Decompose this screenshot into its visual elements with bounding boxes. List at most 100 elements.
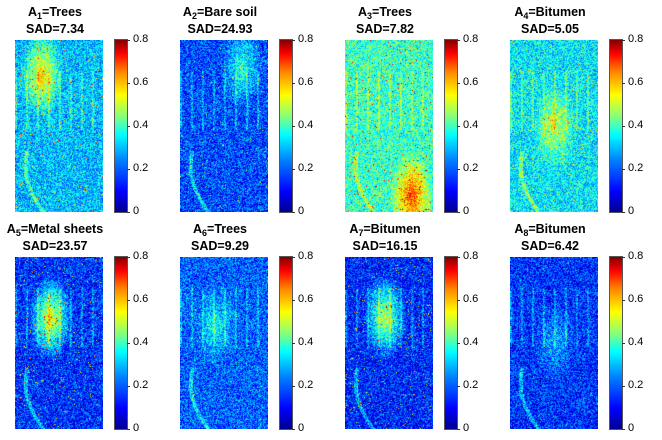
colorbar-tick-label: 0.6	[463, 293, 479, 305]
colorbar-tick-label: 0.8	[133, 250, 149, 262]
colorbar-tick-mark	[127, 40, 130, 41]
colorbar-tick-label: 0.8	[463, 250, 479, 262]
abundance-map	[510, 257, 598, 429]
abundance-map	[510, 40, 598, 212]
colorbar-tick-mark	[457, 40, 460, 41]
abundance-map	[180, 40, 268, 212]
sad-label: SAD=5.05	[520, 22, 580, 36]
colorbar-tick-label: 0.4	[298, 119, 314, 131]
colorbar-tick-mark	[622, 169, 625, 170]
colorbar-tick-label: 0	[133, 205, 140, 217]
colorbar-tick-label: 0.6	[298, 293, 314, 305]
endmember-index: 2	[191, 11, 197, 21]
colorbar-tick-mark	[292, 212, 295, 213]
endmember-prefix: A	[192, 222, 203, 236]
colorbar-tick-label: 0	[298, 422, 305, 434]
colorbar-tick-mark	[622, 257, 625, 258]
colorbar-tick-label: 0	[628, 422, 635, 434]
colorbar-tick-label: 0	[463, 205, 470, 217]
colorbar-tick-label: 0.8	[298, 33, 314, 45]
colorbar-tick-mark	[292, 169, 295, 170]
colorbar-tick-label: 0.4	[133, 336, 149, 348]
panel-8: A8=Bitumen SAD=6.42 0 0.2 0.4 0.6 0.8	[500, 222, 662, 440]
sad-label: SAD=6.42	[520, 239, 580, 253]
endmember-index: 6	[202, 228, 208, 238]
colorbar-tick-mark	[457, 169, 460, 170]
colorbar-tick-mark	[457, 300, 460, 301]
colorbar-tick-label: 0	[133, 422, 140, 434]
abundance-map	[180, 257, 268, 429]
colorbar-tick-mark	[457, 257, 460, 258]
colorbar-tick-label: 0.6	[628, 293, 644, 305]
colorbar-tick-mark	[622, 386, 625, 387]
endmember-prefix: A	[27, 5, 38, 19]
colorbar-tick-mark	[127, 300, 130, 301]
colorbar-tick-label: 0.6	[298, 76, 314, 88]
sad-label: SAD=7.82	[355, 22, 415, 36]
colorbar-tick-mark	[457, 126, 460, 127]
panel-2: A2=Bare soil SAD=24.93 0 0.2 0.4 0.6 0.8	[170, 5, 335, 223]
colorbar-tick-label: 0.2	[298, 379, 314, 391]
colorbar-tick-mark	[292, 429, 295, 430]
colorbar-tick-mark	[127, 212, 130, 213]
endmember-material: =Bitumen	[528, 222, 586, 236]
panel-title: A3=Trees	[335, 5, 435, 21]
endmember-index: 1	[37, 11, 43, 21]
colorbar-tick-mark	[457, 343, 460, 344]
colorbar-tick-mark	[457, 83, 460, 84]
colorbar-tick-mark	[622, 40, 625, 41]
colorbar	[444, 39, 458, 213]
endmember-material: =Bitumen	[363, 222, 421, 236]
endmember-prefix: A	[514, 222, 524, 236]
endmember-prefix: A	[182, 5, 192, 19]
colorbar-tick-mark	[127, 126, 130, 127]
colorbar-tick-mark	[292, 83, 295, 84]
colorbar-tick-label: 0.2	[463, 162, 479, 174]
panel-5: A5=Metal sheets SAD=23.57 0 0.2 0.4 0.6 0.8	[5, 222, 170, 440]
sad-label: SAD=7.34	[25, 22, 85, 36]
colorbar-tick-label: 0	[298, 205, 305, 217]
colorbar-tick-label: 0.8	[463, 33, 479, 45]
endmember-material: =Metal sheets	[20, 222, 104, 236]
colorbar-tick-mark	[622, 300, 625, 301]
panel-title: A4=Bitumen	[500, 5, 600, 21]
colorbar-tick-label: 0.4	[133, 119, 149, 131]
colorbar-tick-mark	[457, 386, 460, 387]
sad-label: SAD=16.15	[352, 239, 418, 253]
colorbar-tick-label: 0.6	[628, 76, 644, 88]
abundance-map	[15, 40, 103, 212]
colorbar-tick-mark	[457, 212, 460, 213]
endmember-index: 3	[367, 11, 373, 21]
colorbar-tick-mark	[622, 83, 625, 84]
panel-title: A2=Bare soil	[170, 5, 270, 21]
colorbar-tick-label: 0.8	[628, 33, 644, 45]
panel-title: A6=Trees	[170, 222, 270, 238]
colorbar-tick-label: 0.6	[133, 76, 149, 88]
colorbar-tick-mark	[127, 429, 130, 430]
colorbar-tick-label: 0.4	[298, 336, 314, 348]
abundance-map	[345, 40, 433, 212]
colorbar-tick-mark	[292, 257, 295, 258]
colorbar-tick-mark	[292, 40, 295, 41]
colorbar-tick-label: 0.2	[463, 379, 479, 391]
endmember-material: =Trees	[207, 222, 247, 236]
colorbar-tick-label: 0.4	[463, 119, 479, 131]
colorbar-tick-mark	[622, 212, 625, 213]
colorbar-tick-mark	[292, 386, 295, 387]
sad-label: SAD=9.29	[190, 239, 250, 253]
colorbar	[114, 39, 128, 213]
endmember-prefix: A	[357, 5, 368, 19]
sad-label: SAD=23.57	[22, 239, 88, 253]
endmember-material: =Bare soil	[196, 5, 258, 19]
panel-title: A1=Trees	[5, 5, 105, 21]
endmember-prefix: A	[6, 222, 16, 236]
colorbar-tick-label: 0.6	[463, 76, 479, 88]
panel-6: A6=Trees SAD=9.29 0 0.2 0.4 0.6 0.8	[170, 222, 335, 440]
endmember-index: 7	[358, 228, 364, 238]
colorbar-tick-mark	[622, 126, 625, 127]
colorbar-tick-mark	[292, 126, 295, 127]
colorbar-tick-mark	[292, 300, 295, 301]
colorbar-tick-mark	[622, 343, 625, 344]
endmember-prefix: A	[349, 222, 359, 236]
colorbar-tick-label: 0	[463, 422, 470, 434]
